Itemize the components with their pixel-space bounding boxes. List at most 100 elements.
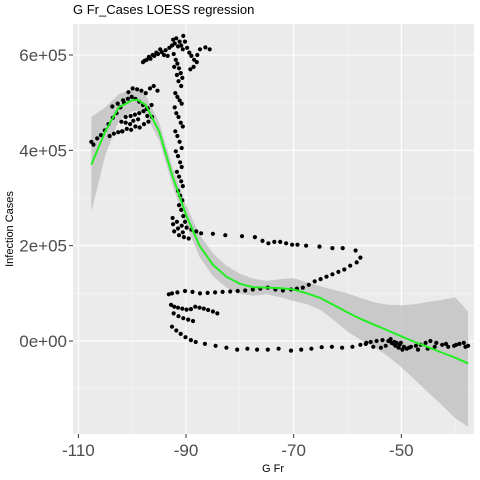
data-point xyxy=(174,219,179,224)
data-point xyxy=(195,52,200,58)
data-point xyxy=(176,79,181,84)
data-point xyxy=(290,242,295,247)
data-point xyxy=(166,292,171,297)
data-point xyxy=(205,290,210,295)
data-point xyxy=(176,174,182,179)
data-point xyxy=(179,207,184,212)
data-point xyxy=(146,54,151,60)
data-point xyxy=(245,346,250,351)
data-point xyxy=(358,255,363,260)
data-point xyxy=(163,48,168,53)
data-point xyxy=(178,71,183,76)
data-point xyxy=(141,122,147,127)
data-point xyxy=(150,52,155,58)
data-point xyxy=(174,328,179,333)
data-point xyxy=(179,145,184,151)
data-point xyxy=(130,86,135,91)
data-point xyxy=(368,339,373,345)
data-point xyxy=(348,263,353,268)
data-point xyxy=(190,289,195,294)
data-point xyxy=(172,304,177,309)
data-point xyxy=(202,341,207,346)
data-point xyxy=(266,241,271,246)
data-points xyxy=(89,33,471,353)
data-point xyxy=(288,348,294,353)
data-point xyxy=(457,341,462,346)
data-point xyxy=(213,290,218,295)
data-point xyxy=(95,136,100,141)
data-point xyxy=(178,160,183,165)
data-point xyxy=(181,214,186,219)
data-point xyxy=(324,274,329,279)
data-point xyxy=(128,113,133,119)
data-point xyxy=(215,311,220,316)
data-point xyxy=(178,120,183,125)
chart-title: G Fr_Cases LOESS regression xyxy=(73,2,254,17)
data-point xyxy=(173,129,178,134)
data-point xyxy=(176,66,182,71)
data-point xyxy=(146,119,151,124)
data-point xyxy=(312,279,317,284)
data-point xyxy=(180,184,185,189)
data-point xyxy=(252,235,257,240)
data-point xyxy=(207,47,212,52)
data-point xyxy=(454,342,459,347)
data-point xyxy=(155,88,160,93)
data-point xyxy=(190,318,196,324)
data-point xyxy=(342,267,347,272)
data-point xyxy=(179,164,184,170)
data-point xyxy=(137,125,142,130)
data-point xyxy=(154,50,159,55)
data-point xyxy=(141,109,146,114)
data-point xyxy=(171,37,176,42)
data-point xyxy=(133,124,138,129)
data-point xyxy=(132,112,137,117)
data-point xyxy=(179,83,184,89)
data-point xyxy=(330,246,335,251)
data-point xyxy=(151,83,156,89)
data-point xyxy=(174,72,179,78)
data-point xyxy=(180,230,185,235)
data-point xyxy=(188,67,193,72)
data-point xyxy=(177,139,182,144)
data-point xyxy=(115,101,120,106)
data-point xyxy=(224,345,229,350)
data-point xyxy=(142,58,147,63)
data-point xyxy=(182,288,188,294)
data-point xyxy=(340,345,345,350)
data-point xyxy=(340,246,345,251)
data-point xyxy=(174,36,179,41)
y-tick-label: 4e+05 xyxy=(19,141,67,160)
data-point xyxy=(336,269,341,274)
x-tick-label: -70 xyxy=(281,441,306,460)
data-point xyxy=(184,307,189,312)
data-point xyxy=(177,98,182,103)
data-point xyxy=(401,344,407,349)
data-point xyxy=(304,243,309,248)
data-point xyxy=(461,340,466,345)
data-point xyxy=(129,127,134,132)
data-point xyxy=(184,225,189,230)
data-point xyxy=(330,272,335,277)
data-point xyxy=(371,344,376,349)
data-point xyxy=(193,304,198,309)
data-point xyxy=(180,75,185,80)
data-point xyxy=(143,91,148,96)
data-point xyxy=(124,126,129,131)
data-point xyxy=(276,346,281,351)
data-point xyxy=(383,343,388,348)
data-point xyxy=(203,45,208,50)
data-point xyxy=(171,222,176,227)
data-point xyxy=(180,47,185,52)
data-point xyxy=(463,344,468,349)
y-tick-label: 6e+05 xyxy=(19,46,67,65)
data-point xyxy=(139,88,144,93)
data-point xyxy=(179,101,184,106)
data-point xyxy=(168,302,174,307)
data-point xyxy=(446,344,451,349)
data-point xyxy=(378,345,383,350)
data-point xyxy=(250,287,255,292)
data-point xyxy=(243,288,248,293)
data-point xyxy=(169,324,175,329)
data-point xyxy=(255,347,260,352)
